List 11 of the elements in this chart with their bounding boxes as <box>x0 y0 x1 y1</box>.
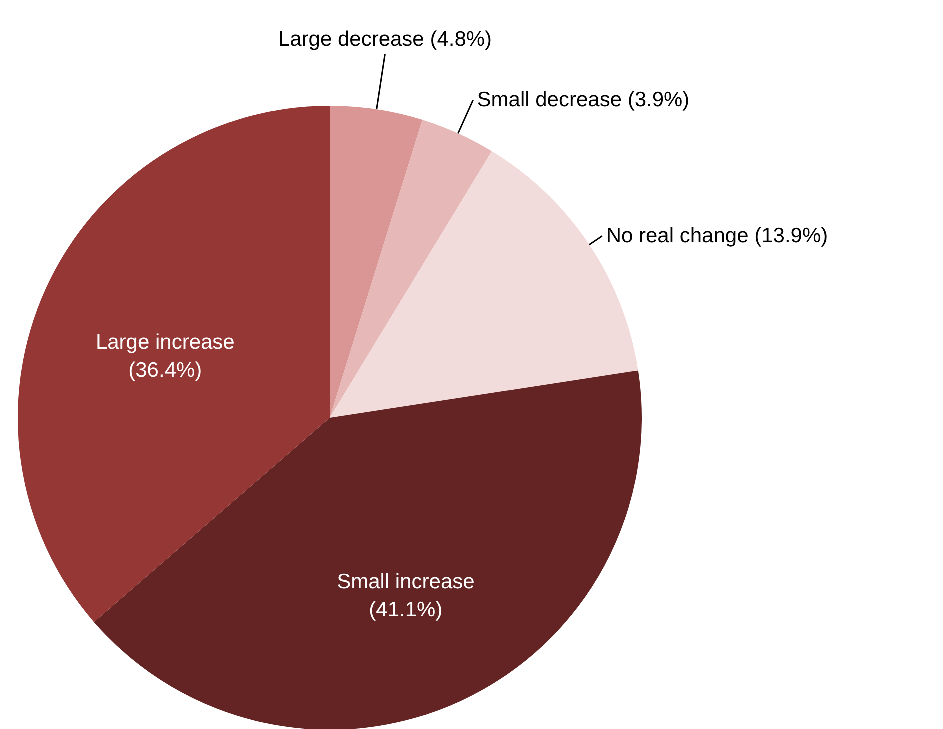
slice-label: Large increase <box>96 330 235 354</box>
pie-slice <box>330 106 423 418</box>
pie-slice <box>18 106 330 622</box>
data-label: (41.1%) <box>369 598 443 622</box>
slice-label: Small increase <box>337 570 475 594</box>
data-label: (36.4%) <box>128 358 202 382</box>
slice-label: Small decrease (3.9%) <box>477 88 690 112</box>
pie-slice <box>330 151 638 418</box>
slice-label: No real change (13.9%) <box>606 224 828 248</box>
slice-label: Large decrease (4.8%) <box>278 28 492 52</box>
pie-slice <box>330 120 492 418</box>
